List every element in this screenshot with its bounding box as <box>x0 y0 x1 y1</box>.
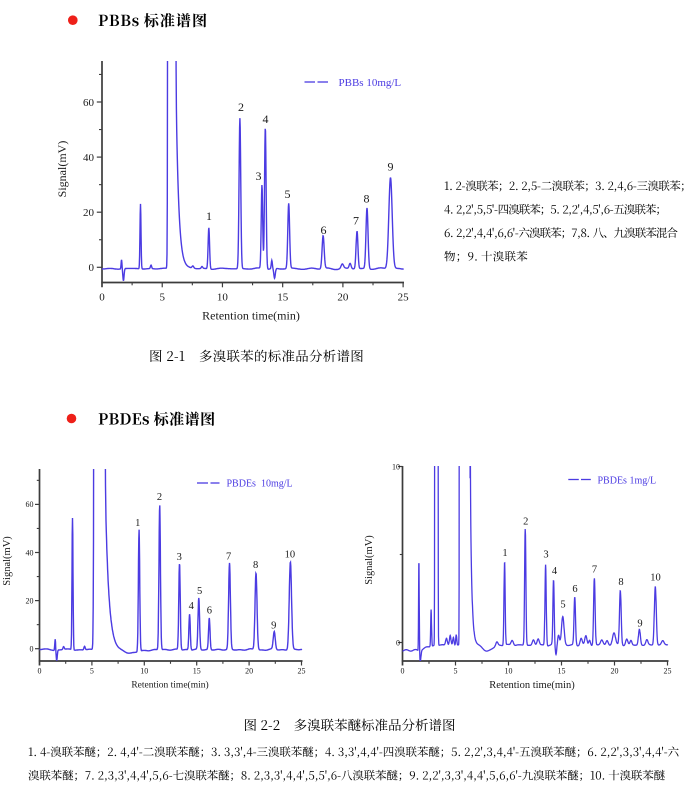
svg-text:5: 5 <box>560 600 565 611</box>
svg-text:PBDEs 1mg/L: PBDEs 1mg/L <box>598 476 657 487</box>
svg-text:3: 3 <box>256 169 262 183</box>
svg-text:0: 0 <box>396 638 400 647</box>
svg-text:5: 5 <box>285 187 291 201</box>
svg-text:Retention time(min): Retention time(min) <box>131 680 208 691</box>
svg-text:9: 9 <box>388 160 394 174</box>
svg-text:PBDEs 10mg/L: PBDEs 10mg/L <box>227 479 293 490</box>
svg-text:2: 2 <box>238 100 244 114</box>
svg-text:6: 6 <box>207 606 212 617</box>
svg-text:1: 1 <box>206 209 212 223</box>
svg-text:9: 9 <box>637 619 642 630</box>
svg-text:Retention time(min): Retention time(min) <box>202 309 300 323</box>
svg-text:PBBs 10mg/L: PBBs 10mg/L <box>339 77 402 89</box>
svg-text:15: 15 <box>558 667 566 676</box>
svg-text:20: 20 <box>245 667 253 676</box>
svg-text:2: 2 <box>523 517 528 528</box>
svg-text:15: 15 <box>193 667 201 676</box>
svg-text:1: 1 <box>502 548 507 559</box>
svg-text:0: 0 <box>38 667 42 676</box>
svg-text:8: 8 <box>253 560 258 571</box>
svg-text:6: 6 <box>572 584 577 595</box>
svg-text:Signal(mV): Signal(mV) <box>364 535 375 585</box>
svg-text:25: 25 <box>664 667 672 676</box>
svg-text:5: 5 <box>454 667 458 676</box>
svg-text:Retention time(min): Retention time(min) <box>489 680 575 691</box>
svg-text:2: 2 <box>157 492 162 503</box>
svg-text:0: 0 <box>89 262 95 274</box>
svg-text:7: 7 <box>226 552 231 563</box>
svg-text:9: 9 <box>271 621 276 632</box>
svg-text:0: 0 <box>30 645 34 654</box>
svg-text:6: 6 <box>321 223 327 237</box>
svg-text:60: 60 <box>26 500 34 509</box>
svg-text:20: 20 <box>337 292 349 304</box>
svg-text:25: 25 <box>398 292 410 304</box>
svg-text:8: 8 <box>364 192 370 206</box>
svg-text:Signal(mV): Signal(mV) <box>55 141 69 198</box>
svg-text:20: 20 <box>83 207 95 219</box>
svg-text:10: 10 <box>650 573 661 584</box>
svg-text:3: 3 <box>177 552 182 563</box>
svg-text:5: 5 <box>197 586 202 597</box>
svg-text:0: 0 <box>99 292 105 304</box>
svg-text:40: 40 <box>26 548 34 557</box>
svg-text:0: 0 <box>401 667 405 676</box>
svg-text:5: 5 <box>159 292 165 304</box>
svg-text:7: 7 <box>353 213 359 227</box>
svg-text:25: 25 <box>298 667 306 676</box>
svg-text:60: 60 <box>83 97 95 109</box>
svg-text:20: 20 <box>611 667 619 676</box>
svg-text:15: 15 <box>277 292 289 304</box>
svg-text:10: 10 <box>505 667 513 676</box>
svg-text:40: 40 <box>83 152 95 164</box>
svg-text:7: 7 <box>592 565 597 576</box>
svg-text:10: 10 <box>285 550 296 561</box>
svg-text:8: 8 <box>618 577 623 588</box>
svg-text:5: 5 <box>90 667 94 676</box>
svg-text:10: 10 <box>140 667 148 676</box>
svg-text:Signal(mV): Signal(mV) <box>2 536 13 586</box>
svg-text:10: 10 <box>392 462 400 471</box>
svg-text:1: 1 <box>135 518 140 529</box>
svg-text:10: 10 <box>217 292 229 304</box>
svg-text:3: 3 <box>543 550 548 561</box>
svg-text:4: 4 <box>189 601 195 612</box>
svg-text:20: 20 <box>26 596 34 605</box>
svg-text:4: 4 <box>263 112 269 126</box>
svg-text:4: 4 <box>552 566 558 577</box>
